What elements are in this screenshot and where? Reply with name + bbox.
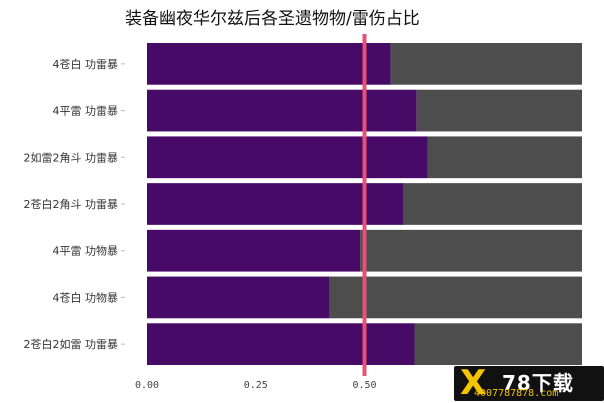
x-axis-ticks: 0.000.250.500.75 (135, 380, 485, 391)
bar-segment-1-row-5 (147, 229, 361, 272)
bar-segment-2-row-6 (329, 276, 582, 319)
x-tick-label: 0.25 (244, 380, 268, 391)
bar-segment-1-row-1 (147, 43, 391, 85)
x-tick-label: 0.50 (352, 380, 376, 391)
category-label: 4苍白 功物暴 (53, 290, 119, 304)
watermark-text: 78下载 (502, 371, 574, 395)
bar-segment-2-row-5 (360, 229, 582, 272)
category-label: 4平雷 功物暴 (53, 244, 119, 258)
bar-segment-1-row-4 (147, 183, 404, 225)
bars-group (147, 43, 582, 365)
bar-segment-1-row-2 (147, 89, 417, 132)
watermark-logo: X 78下载 4007787878.com (454, 363, 604, 403)
watermark-url: 4007787878.com (474, 388, 559, 399)
bar-segment-1-row-7 (147, 323, 415, 365)
bar-segment-2-row-3 (427, 136, 582, 179)
category-label: 2苍白2角斗 功雷暴 (24, 197, 119, 211)
bar-segment-2-row-2 (416, 89, 582, 132)
category-label: 2苍白2如雷 功雷暴 (24, 337, 119, 351)
bar-segment-2-row-7 (414, 323, 582, 365)
category-label: 4平雷 功雷暴 (53, 105, 119, 118)
bar-segment-1-row-3 (147, 136, 428, 179)
bar-segment-2-row-4 (403, 183, 582, 225)
category-label: 2如雷2角斗 功雷暴 (24, 150, 119, 164)
watermark-x-icon: X (460, 363, 487, 403)
chart-title: 装备幽夜华尔兹后各圣遗物物/雷伤占比 (125, 9, 420, 29)
x-tick-label: 0.00 (135, 380, 159, 391)
category-labels: 4苍白 功雷暴 4平雷 功雷暴 2如雷2角斗 功雷暴 2苍白2角斗 功雷暴 4平雷 功物… (24, 57, 125, 351)
bar-segment-1-row-6 (147, 276, 330, 319)
category-label: 4苍白 功雷暴 (53, 57, 119, 71)
bar-segment-2-row-1 (390, 43, 582, 85)
